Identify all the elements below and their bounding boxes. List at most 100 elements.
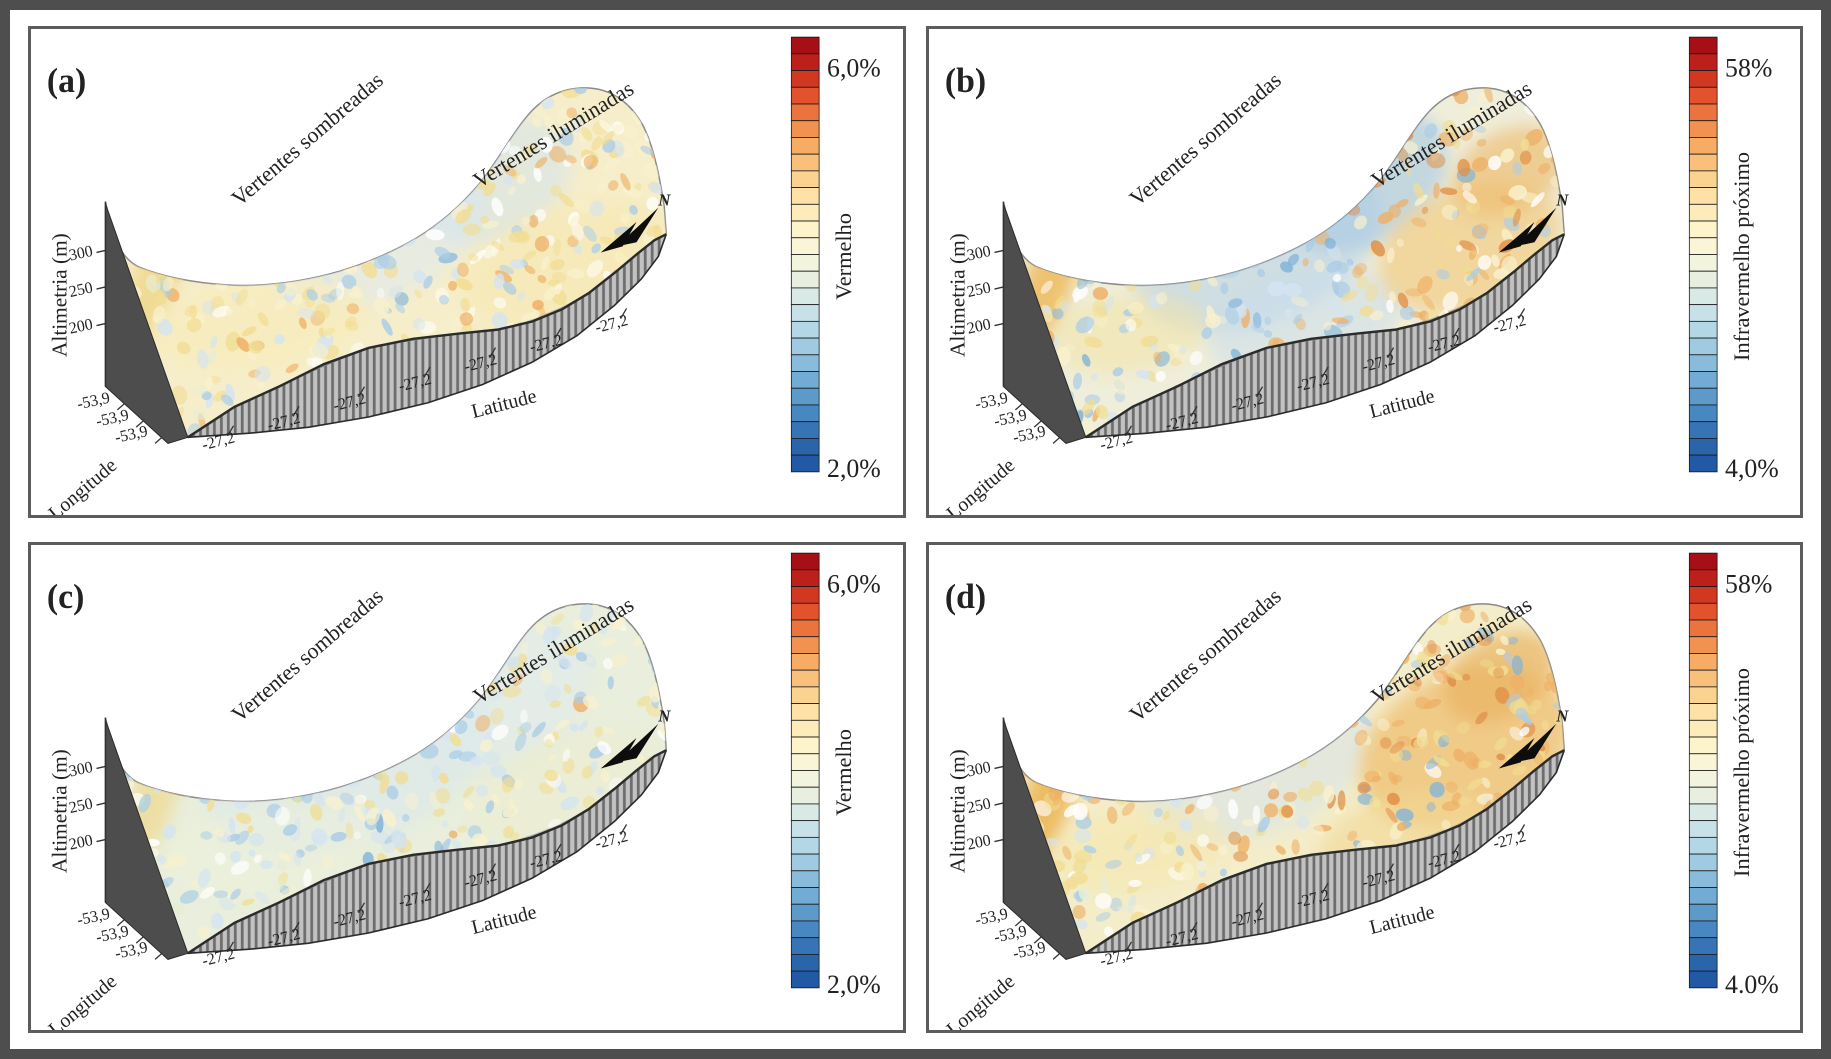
reflectance-speckle: [1552, 115, 1564, 127]
reflectance-speckle: [127, 133, 146, 143]
reflectance-speckle: [1170, 357, 1183, 367]
reflectance-speckle: [1072, 904, 1086, 919]
reflectance-speckle: [144, 177, 159, 192]
reflectance-speckle: [402, 171, 415, 187]
reflectance-speckle: [1254, 228, 1265, 237]
reflectance-speckle: [1018, 149, 1030, 163]
reflectance-speckle: [491, 724, 509, 740]
reflectance-speckle: [1388, 291, 1396, 303]
longitude-tick: [135, 936, 144, 944]
reflectance-speckle: [329, 198, 336, 209]
altimetry-tick-label: 300: [68, 758, 95, 780]
reflectance-speckle: [1061, 845, 1072, 860]
reflectance-speckle: [1161, 751, 1174, 763]
reflectance-speckle: [134, 145, 143, 161]
reflectance-speckle: [1186, 737, 1202, 746]
reflectance-speckle: [1175, 844, 1184, 856]
reflectance-speckle: [354, 794, 367, 804]
reflectance-speckle: [170, 619, 189, 637]
reflectance-speckle: [155, 273, 166, 284]
reflectance-speckle: [1150, 244, 1163, 258]
reflectance-speckle: [1069, 148, 1079, 157]
reflectance-speckle: [1115, 169, 1126, 181]
reflectance-speckle: [1292, 313, 1302, 324]
reflectance-speckle: [599, 337, 609, 352]
reflectance-speckle: [121, 645, 130, 660]
reflectance-speckle: [363, 645, 377, 658]
reflectance-speckle: [444, 127, 459, 142]
reflectance-speckle: [637, 326, 651, 340]
reflectance-speckle: [117, 651, 126, 661]
reflectance-speckle: [1386, 247, 1395, 264]
reflectance-speckle: [401, 667, 415, 681]
reflectance-speckle: [164, 603, 174, 606]
reflectance-speckle: [1317, 87, 1325, 102]
reflectance-speckle: [1033, 120, 1051, 132]
reflectance-speckle: [603, 162, 617, 176]
reflectance-speckle: [1356, 405, 1366, 417]
reflectance-speckle: [1102, 206, 1119, 217]
reflectance-speckle: [1152, 351, 1161, 364]
latitude-tick: [489, 347, 497, 359]
colorbar-segment: [1688, 669, 1718, 687]
reflectance-speckle: [597, 740, 612, 755]
reflectance-speckle: [189, 671, 201, 679]
reflectance-speckle: [1557, 87, 1564, 101]
reflectance-speckle: [1546, 826, 1555, 841]
reflectance-speckle: [1163, 628, 1178, 642]
reflectance-speckle: [110, 133, 122, 146]
reflectance-speckle: [322, 275, 332, 285]
reflectance-speckle: [1326, 419, 1340, 432]
reflectance-speckle: [212, 140, 229, 155]
reflectance-speckle: [498, 116, 511, 132]
colorbar-segment: [790, 70, 820, 88]
reflectance-speckle: [1465, 105, 1482, 116]
reflectance-speckle: [1021, 716, 1032, 727]
reflectance-speckle: [272, 879, 285, 891]
reflectance-speckle: [154, 87, 165, 90]
reflectance-speckle: [384, 167, 392, 177]
colorbar-segment: [1688, 371, 1718, 389]
latitude-axis-label: Latitude: [1367, 900, 1437, 938]
reflectance-speckle: [1478, 394, 1494, 404]
reflectance-speckle: [1421, 206, 1428, 215]
reflectance-speckle: [361, 702, 376, 716]
reflectance-speckle: [1106, 676, 1126, 690]
reflectance-speckle: [1065, 681, 1075, 692]
longitude-tick: [1014, 403, 1023, 411]
reflectance-speckle: [1363, 942, 1376, 953]
reflectance-speckle: [351, 154, 365, 171]
reflectance-speckle: [1377, 211, 1394, 224]
reflectance-speckle: [1083, 336, 1103, 348]
terrain-base-edge: [1085, 233, 1565, 439]
reflectance-speckle: [1126, 609, 1142, 623]
reflectance-speckle: [1309, 122, 1322, 134]
longitude-axis-label: Longitude: [942, 970, 1019, 1030]
reflectance-speckle: [380, 939, 391, 948]
reflectance-speckle: [577, 862, 589, 876]
reflectance-speckle: [266, 625, 281, 640]
reflectance-speckle: [1385, 299, 1394, 314]
reflectance-speckle: [637, 818, 652, 834]
reflectance-speckle: [117, 688, 136, 704]
reflectance-speckle: [328, 679, 337, 688]
reflectance-speckle: [414, 289, 423, 299]
reflectance-speckle: [441, 412, 452, 423]
reflectance-speckle: [377, 162, 395, 181]
reflectance-speckle: [1007, 162, 1018, 172]
reflectance-speckle: [268, 219, 283, 234]
reflectance-speckle: [1082, 761, 1093, 772]
reflectance-speckle: [1085, 740, 1095, 748]
reflectance-speckle: [1040, 280, 1053, 294]
colorbar-segment: [790, 886, 820, 905]
reflectance-speckle: [321, 854, 334, 868]
reflectance-speckle: [1109, 675, 1124, 689]
reflectance-speckle: [1490, 254, 1500, 267]
reflectance-speckle: [457, 262, 469, 278]
longitude-tick-label: -53,9: [973, 389, 1009, 413]
reflectance-speckle: [1325, 298, 1337, 308]
reflectance-speckle: [390, 189, 404, 201]
reflectance-speckle: [1324, 931, 1336, 948]
reflectance-speckle: [1162, 810, 1170, 820]
reflectance-speckle: [390, 173, 408, 181]
